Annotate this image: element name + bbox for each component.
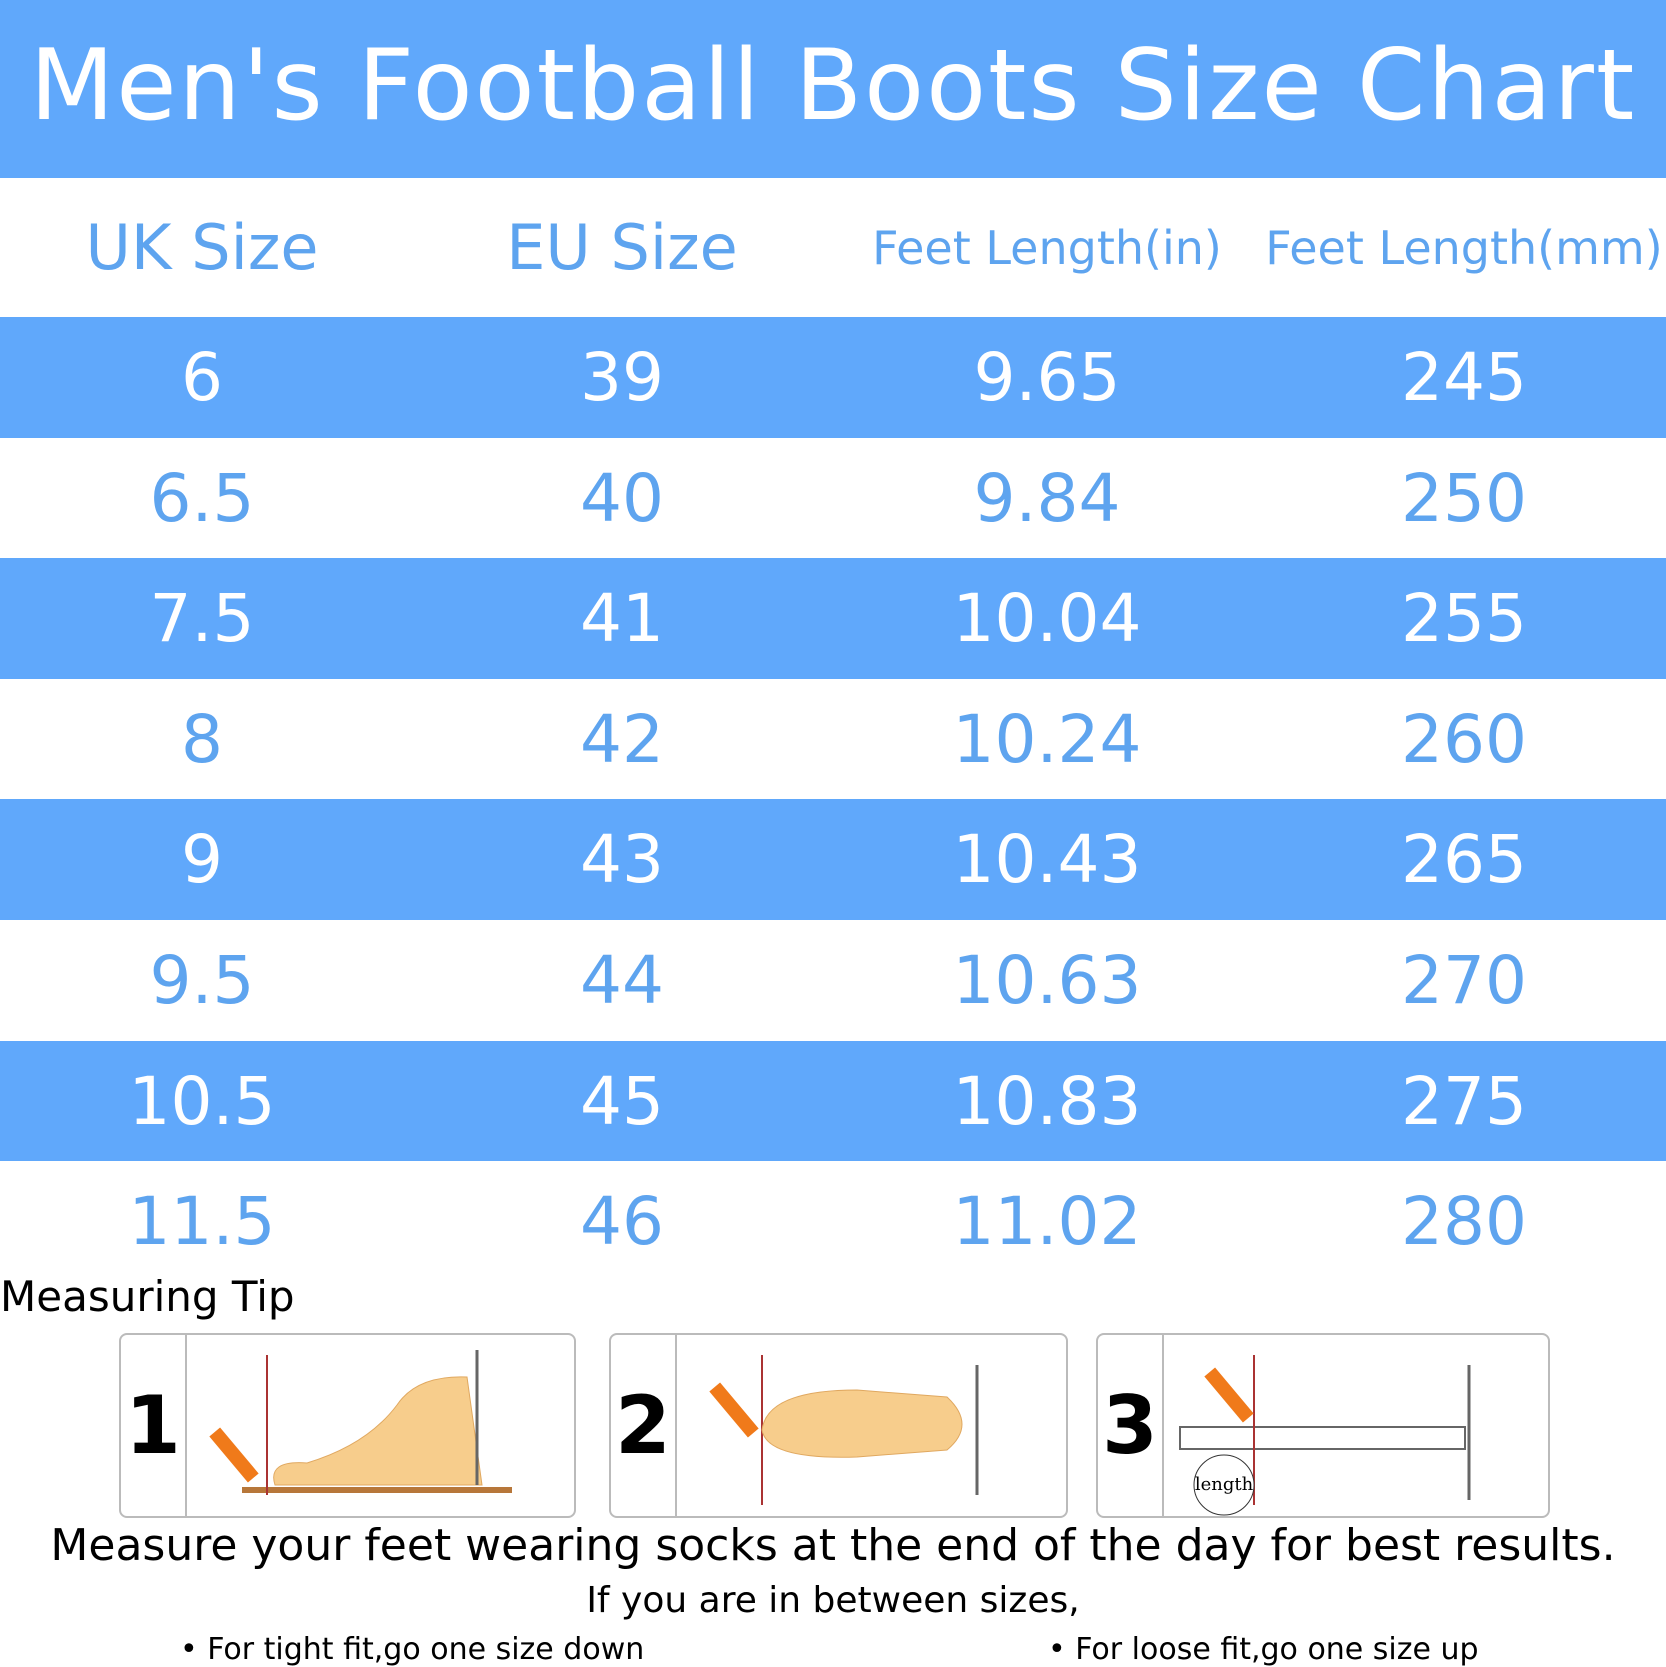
table-cell: 6 (181, 339, 223, 416)
table-cell: 9.65 (973, 339, 1121, 416)
column-header: Feet Length(mm) (1265, 220, 1663, 275)
foot-top-illustration (709, 1355, 979, 1505)
table-row: 8 42 10.24 260 (0, 678, 1666, 800)
table-row: 6.5 40 9.84 250 (0, 437, 1666, 559)
table-cell: 9.5 (149, 942, 255, 1019)
bullet-text: For tight fit,go one size down (207, 1632, 645, 1667)
step-number: 3 (1098, 1335, 1164, 1516)
tips-title: Measuring Tip (0, 1272, 295, 1321)
ruler-label: length (1195, 1474, 1254, 1495)
table-row: 11.5 46 11.02 280 (0, 1161, 1666, 1283)
table-cell: 9 (181, 821, 223, 899)
table-cell: 260 (1401, 700, 1527, 778)
foot-side-illustration (209, 1350, 512, 1495)
step-box: 1 (119, 1333, 576, 1518)
table-cell: 7.5 (149, 580, 255, 658)
table-cell: 10.24 (952, 700, 1142, 778)
table-cell: 9.84 (973, 459, 1121, 537)
table-cell: 6.5 (149, 459, 255, 537)
table-cell: 245 (1401, 339, 1527, 416)
table-cell: 11.5 (128, 1183, 276, 1261)
step-number: 2 (611, 1335, 677, 1516)
table-cell: 44 (580, 942, 664, 1019)
table-cell: 250 (1401, 459, 1527, 537)
table-cell: 43 (580, 821, 664, 899)
table-cell: 45 (580, 1062, 664, 1140)
table-cell: 10.04 (952, 580, 1142, 658)
column-header: UK Size (85, 211, 319, 284)
step-box: 3 length (1096, 1333, 1550, 1518)
table-cell: 265 (1401, 821, 1527, 899)
column-header: Feet Length(in) (872, 220, 1222, 275)
table-row: 7.5 41 10.04 255 (0, 558, 1666, 680)
table-row: 9.5 44 10.63 270 (0, 920, 1666, 1041)
title: Men's Football Boots Size Chart (0, 0, 1666, 178)
table-cell: 40 (580, 459, 664, 537)
ruler-illustration: length (1179, 1355, 1471, 1516)
step-number: 1 (121, 1335, 187, 1516)
table-cell: 41 (580, 580, 664, 658)
column-header: EU Size (506, 211, 738, 284)
table-cell: 10.5 (128, 1062, 276, 1140)
table-cell: 11.02 (952, 1183, 1142, 1261)
table-row: 6 39 9.65 245 (0, 317, 1666, 438)
table-cell: 8 (181, 700, 223, 778)
bullet: • For tight fit,go one size down (180, 1632, 645, 1667)
bullet-text: For loose fit,go one size up (1075, 1632, 1479, 1667)
table-row: 9 43 10.43 265 (0, 799, 1666, 921)
table-cell: 42 (580, 700, 664, 778)
step-box: 2 (609, 1333, 1068, 1518)
table-row: 10.5 45 10.83 275 (0, 1040, 1666, 1162)
table-cell: 270 (1401, 942, 1527, 1019)
bullet: • For loose fit,go one size up (1048, 1632, 1479, 1667)
table-cell: 39 (580, 339, 664, 416)
table-cell: 280 (1401, 1183, 1527, 1261)
note: Measure your feet wearing socks at the e… (50, 1520, 1616, 1571)
table-cell: 10.63 (952, 942, 1142, 1019)
header-row: UK Size EU Size Feet Length(in) Feet Length… (0, 178, 1666, 317)
table-cell: 255 (1401, 580, 1527, 658)
table-cell: 10.43 (952, 821, 1142, 899)
table-cell: 10.83 (952, 1062, 1142, 1140)
between-note: If you are in between sizes, (586, 1580, 1080, 1621)
table-cell: 275 (1401, 1062, 1527, 1140)
table-cell: 46 (580, 1183, 664, 1261)
